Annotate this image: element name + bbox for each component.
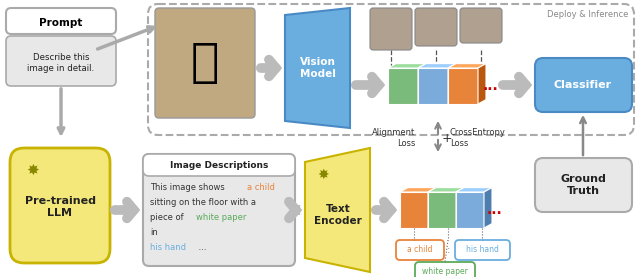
Polygon shape xyxy=(456,192,484,228)
Text: a child: a child xyxy=(407,245,433,255)
FancyBboxPatch shape xyxy=(535,158,632,212)
Polygon shape xyxy=(388,68,418,104)
Polygon shape xyxy=(418,64,426,104)
Text: piece of: piece of xyxy=(150,213,186,222)
FancyBboxPatch shape xyxy=(396,240,444,260)
FancyBboxPatch shape xyxy=(455,240,510,260)
Text: Alignment
Loss: Alignment Loss xyxy=(372,128,415,148)
FancyBboxPatch shape xyxy=(143,154,295,266)
FancyBboxPatch shape xyxy=(460,8,502,43)
Polygon shape xyxy=(478,64,486,104)
Text: Vision
Model: Vision Model xyxy=(300,57,336,79)
Polygon shape xyxy=(388,64,426,68)
Text: ...: ... xyxy=(487,203,503,217)
Polygon shape xyxy=(448,68,478,104)
Text: Text
Encoder: Text Encoder xyxy=(314,204,362,226)
Text: ✸: ✸ xyxy=(317,168,329,182)
FancyBboxPatch shape xyxy=(535,58,632,112)
FancyBboxPatch shape xyxy=(6,36,116,86)
Polygon shape xyxy=(285,8,350,128)
Polygon shape xyxy=(448,64,486,68)
Polygon shape xyxy=(400,188,436,192)
Text: ✸: ✸ xyxy=(27,163,40,178)
Text: CrossEntropy
Loss: CrossEntropy Loss xyxy=(450,128,506,148)
Polygon shape xyxy=(418,68,448,104)
Text: :: : xyxy=(446,245,450,255)
Text: sitting on the floor with a: sitting on the floor with a xyxy=(150,198,256,207)
Text: ...: ... xyxy=(483,79,499,93)
Text: in: in xyxy=(150,228,157,237)
Polygon shape xyxy=(428,188,436,228)
Polygon shape xyxy=(428,188,464,192)
Polygon shape xyxy=(428,192,456,228)
FancyBboxPatch shape xyxy=(143,154,295,176)
Text: a child: a child xyxy=(247,183,275,192)
Text: 👶: 👶 xyxy=(191,40,219,86)
FancyBboxPatch shape xyxy=(370,8,412,50)
Text: Pre-trained
LLM: Pre-trained LLM xyxy=(24,196,95,218)
Text: white paper: white paper xyxy=(422,266,468,276)
Text: Prompt: Prompt xyxy=(39,18,83,28)
Polygon shape xyxy=(400,192,428,228)
FancyBboxPatch shape xyxy=(6,8,116,34)
Polygon shape xyxy=(456,188,464,228)
Text: Describe this
image in detail.: Describe this image in detail. xyxy=(28,53,95,73)
FancyBboxPatch shape xyxy=(415,262,475,277)
FancyBboxPatch shape xyxy=(415,8,457,46)
Text: Classifier: Classifier xyxy=(554,80,612,90)
Polygon shape xyxy=(418,64,456,68)
Text: white paper: white paper xyxy=(196,213,246,222)
Text: This image shows: This image shows xyxy=(150,183,227,192)
Polygon shape xyxy=(448,64,456,104)
Text: Deploy & Inference: Deploy & Inference xyxy=(547,10,628,19)
Polygon shape xyxy=(484,188,492,228)
Text: Image Descriptions: Image Descriptions xyxy=(170,160,268,170)
Text: ...: ... xyxy=(196,243,207,252)
Text: Ground
Truth: Ground Truth xyxy=(560,174,606,196)
FancyBboxPatch shape xyxy=(148,4,634,135)
Text: his hand: his hand xyxy=(150,243,186,252)
Polygon shape xyxy=(305,148,370,272)
Text: his hand: his hand xyxy=(465,245,499,255)
FancyBboxPatch shape xyxy=(10,148,110,263)
Polygon shape xyxy=(456,188,492,192)
Text: +: + xyxy=(442,132,452,145)
FancyBboxPatch shape xyxy=(155,8,255,118)
